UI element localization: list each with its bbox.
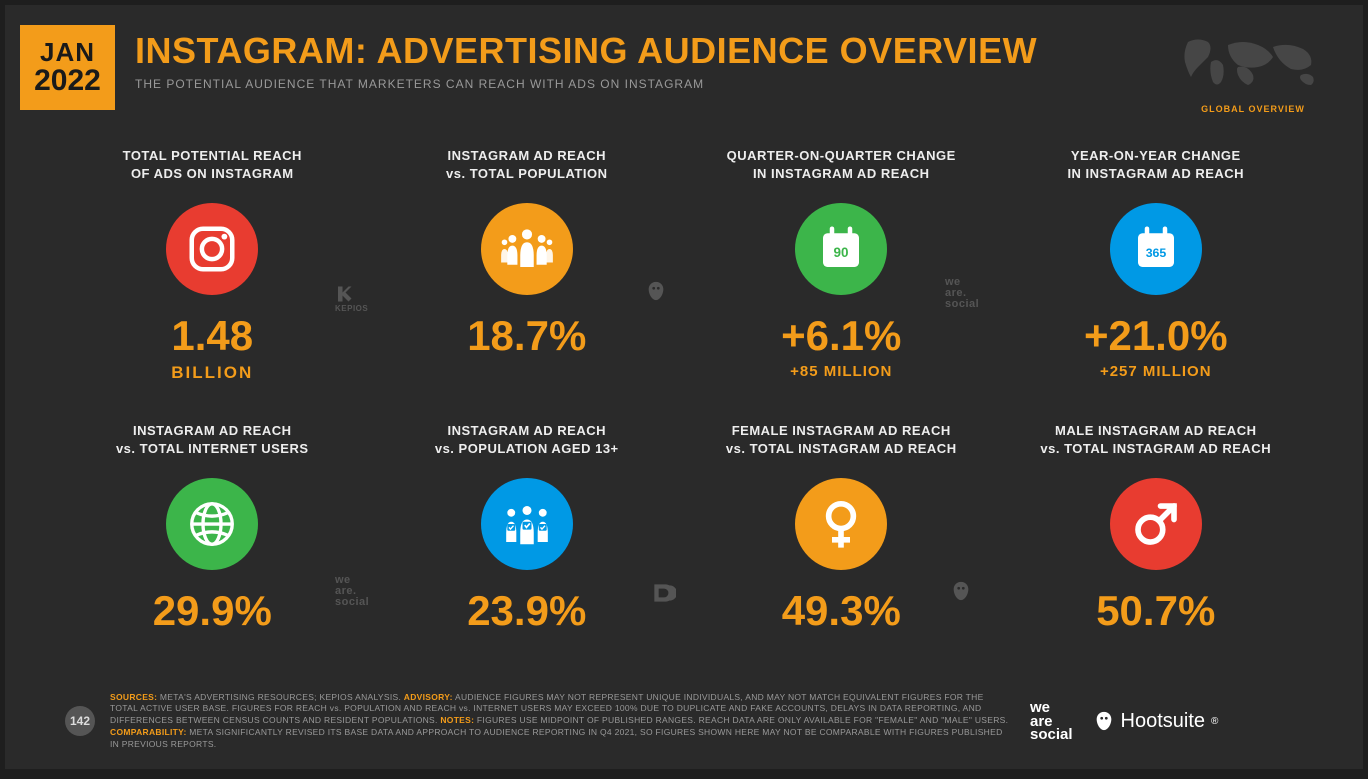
owl-watermark [950, 580, 972, 605]
date-badge: JAN 2022 [20, 25, 115, 110]
logo-hootsuite: Hootsuite® [1093, 710, 1219, 733]
stat-cell: INSTAGRAM AD REACHvs. POPULATION AGED 13… [380, 420, 675, 675]
calendar-365-icon: 365 [1110, 203, 1202, 295]
page-subtitle: THE POTENTIAL AUDIENCE THAT MARKETERS CA… [135, 77, 1037, 91]
watermark: weare.social [335, 575, 369, 608]
stat-cell: YEAR-ON-YEAR CHANGEIN INSTAGRAM AD REACH… [1009, 145, 1304, 400]
stat-unit: BILLION [171, 363, 253, 383]
footer-logos: wearesocial Hootsuite® [1030, 701, 1218, 742]
stat-label: QUARTER-ON-QUARTER CHANGEIN INSTAGRAM AD… [727, 145, 956, 185]
stats-grid: TOTAL POTENTIAL REACHOF ADS ON INSTAGRAM… [65, 145, 1303, 675]
map-label: GLOBAL OVERVIEW [1173, 104, 1333, 114]
stat-label: YEAR-ON-YEAR CHANGEIN INSTAGRAM AD REACH [1067, 145, 1244, 185]
stat-cell: INSTAGRAM AD REACHvs. TOTAL INTERNET USE… [65, 420, 360, 675]
stat-value: 49.3% [782, 590, 901, 632]
world-map-icon [1173, 27, 1333, 95]
footer: 142 SOURCES: META'S ADVERTISING RESOURCE… [65, 692, 1333, 751]
footer-text: SOURCES: META'S ADVERTISING RESOURCES; K… [110, 692, 1010, 751]
female-icon [795, 478, 887, 570]
stat-sub: +85 MILLION [790, 363, 892, 380]
owl-watermark [645, 280, 667, 305]
people-icon [481, 203, 573, 295]
logo-wearesocial: wearesocial [1030, 701, 1073, 742]
header: INSTAGRAM: ADVERTISING AUDIENCE OVERVIEW… [135, 30, 1037, 91]
stat-cell: TOTAL POTENTIAL REACHOF ADS ON INSTAGRAM… [65, 145, 360, 400]
globe-icon [166, 478, 258, 570]
male-icon [1110, 478, 1202, 570]
stat-cell: QUARTER-ON-QUARTER CHANGEIN INSTAGRAM AD… [694, 145, 989, 400]
slide: JAN 2022 INSTAGRAM: ADVERTISING AUDIENCE… [5, 5, 1363, 769]
stat-value: 23.9% [467, 590, 586, 632]
stat-value: 29.9% [153, 590, 272, 632]
svg-text:90: 90 [834, 245, 849, 260]
instagram-icon [166, 203, 258, 295]
stat-value: +6.1% [781, 315, 901, 357]
stat-label: FEMALE INSTAGRAM AD REACHvs. TOTAL INSTA… [726, 420, 957, 460]
stat-label: INSTAGRAM AD REACHvs. TOTAL POPULATION [446, 145, 607, 185]
stat-label: INSTAGRAM AD REACHvs. POPULATION AGED 13… [435, 420, 619, 460]
people-check-icon [481, 478, 573, 570]
stat-cell: FEMALE INSTAGRAM AD REACHvs. TOTAL INSTA… [694, 420, 989, 675]
world-map: GLOBAL OVERVIEW [1173, 27, 1333, 114]
stat-label: TOTAL POTENTIAL REACHOF ADS ON INSTAGRAM [123, 145, 302, 185]
page-title: INSTAGRAM: ADVERTISING AUDIENCE OVERVIEW [135, 30, 1037, 72]
stat-value: 50.7% [1096, 590, 1215, 632]
page-number: 142 [65, 706, 95, 736]
watermark: KEPIOS [335, 285, 368, 313]
stat-cell: INSTAGRAM AD REACHvs. TOTAL POPULATION 1… [380, 145, 675, 400]
calendar-90-icon: 90 [795, 203, 887, 295]
stat-cell: MALE INSTAGRAM AD REACHvs. TOTAL INSTAGR… [1009, 420, 1304, 675]
stat-value: 18.7% [467, 315, 586, 357]
stat-label: INSTAGRAM AD REACHvs. TOTAL INTERNET USE… [116, 420, 309, 460]
svg-text:365: 365 [1145, 246, 1166, 260]
stat-value: 1.48 [171, 315, 253, 357]
stat-label: MALE INSTAGRAM AD REACHvs. TOTAL INSTAGR… [1040, 420, 1271, 460]
owl-icon [1093, 710, 1115, 732]
stat-value: +21.0% [1084, 315, 1228, 357]
watermark [650, 580, 676, 609]
stat-sub: +257 MILLION [1100, 363, 1212, 380]
date-year: 2022 [34, 64, 101, 98]
watermark: weare.social [945, 277, 979, 310]
